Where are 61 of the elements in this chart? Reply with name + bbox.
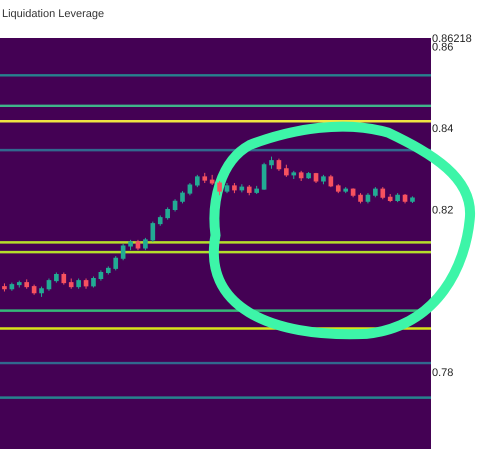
- y-tick-label: 0.78: [432, 366, 454, 379]
- candlestick: [202, 172, 208, 184]
- candlestick: [172, 198, 178, 212]
- candlestick: [402, 193, 408, 204]
- candlestick: [410, 196, 415, 204]
- candlestick: [143, 237, 148, 251]
- candlestick: [150, 221, 156, 242]
- candlestick: [291, 170, 296, 180]
- candlestick: [380, 186, 386, 200]
- candlestick: [24, 278, 30, 290]
- candlestick: [388, 193, 393, 203]
- text: Liquidation Leverage: [2, 8, 104, 20]
- candlestick: [217, 180, 222, 196]
- y-tick-label: 0.84: [432, 123, 454, 135]
- candlestick: [16, 280, 22, 288]
- candlestick: [2, 282, 7, 292]
- candlestick: [180, 190, 185, 204]
- candlestick: [39, 286, 44, 298]
- candlestick: [269, 156, 274, 170]
- candlestick: [298, 170, 304, 182]
- candlestick: [246, 184, 252, 196]
- candlestick: [240, 184, 244, 193]
- candlestick: [113, 256, 118, 271]
- candlestick: [128, 239, 133, 251]
- candlestick: [195, 174, 200, 188]
- candlestick: [54, 272, 59, 284]
- candlestick: [276, 158, 282, 172]
- candlestick: [262, 162, 266, 190]
- candlestick: [106, 266, 111, 275]
- candlestick: [343, 186, 348, 194]
- candlestick: [84, 278, 88, 290]
- candlestick: [328, 174, 334, 188]
- candlestick: [232, 182, 237, 194]
- candlestick: [306, 172, 311, 180]
- candlestick: [350, 188, 356, 198]
- candlestick: [76, 278, 81, 290]
- candlestick: [336, 184, 341, 194]
- candlestick: [10, 282, 14, 292]
- candlestick: [373, 186, 378, 198]
- candlestick: [91, 276, 96, 288]
- candlestick: [210, 174, 214, 186]
- candlestick: [224, 182, 230, 194]
- candlestick: [136, 239, 140, 251]
- candlestick: [98, 270, 104, 282]
- candlestick: [314, 172, 318, 184]
- candlestick: [32, 284, 36, 296]
- y-tick-label: 0.86: [432, 42, 454, 54]
- candlestick: [68, 278, 74, 290]
- candlestick: [158, 215, 163, 226]
- candlestick: [358, 192, 363, 204]
- candlestick: [395, 192, 400, 203]
- candlestick: [165, 206, 170, 220]
- candlestick: [188, 182, 192, 196]
- candlestick: [46, 278, 52, 292]
- candlestick: [61, 272, 66, 286]
- candlestick: [254, 185, 259, 194]
- candlestick: [284, 164, 289, 178]
- candlestick: [366, 192, 370, 204]
- candlestick: [321, 174, 326, 185]
- y-tick-label: 0.82: [432, 204, 454, 216]
- candlestick: [120, 243, 126, 261]
